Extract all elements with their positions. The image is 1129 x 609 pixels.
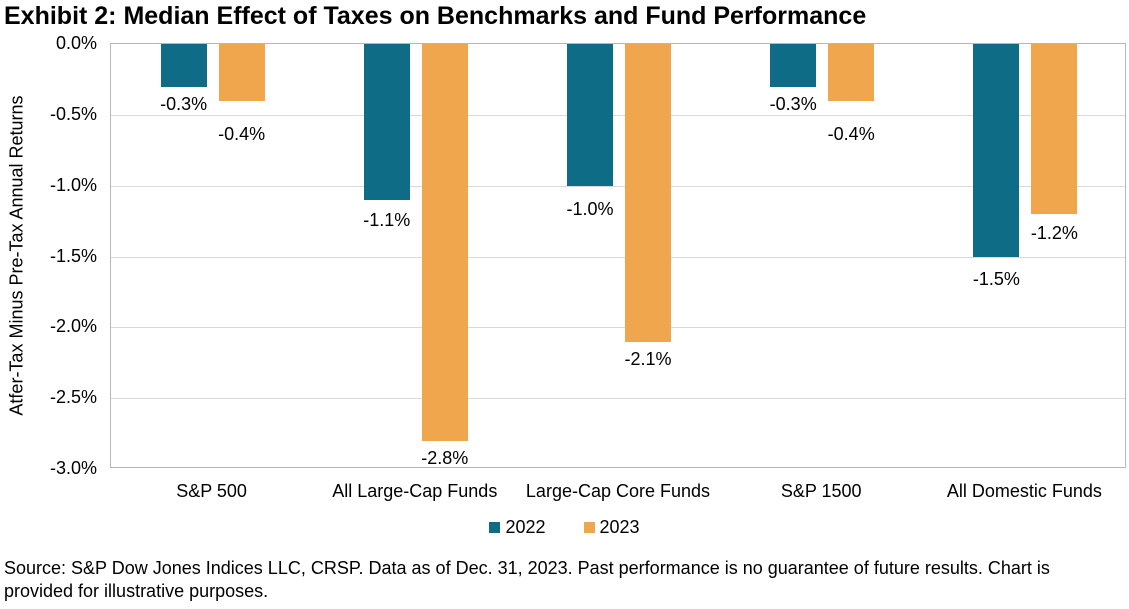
y-tick-label: -2.0% — [49, 316, 97, 337]
bar-2022-all-domestic-funds — [973, 44, 1020, 257]
bar-2022-s-p-1500 — [770, 44, 817, 87]
bar-2023-all-domestic-funds — [1031, 44, 1078, 214]
source-note-line1: Source: S&P Dow Jones Indices LLC, CRSP.… — [4, 558, 1050, 578]
gridline — [111, 185, 1125, 187]
gridline — [111, 398, 1125, 400]
y-tick-label: -1.5% — [49, 245, 97, 266]
bar-value-label: -1.1% — [363, 209, 411, 230]
bar-2022-s-p-500 — [160, 44, 207, 87]
y-tick-label: -0.5% — [49, 103, 97, 124]
bar-value-label: -1.5% — [972, 268, 1020, 289]
y-tick-label: -1.0% — [49, 174, 97, 195]
source-note-line2: provided for illustrative purposes. — [4, 581, 269, 601]
bar-value-label: -0.3% — [160, 93, 208, 114]
x-category-label: S&P 1500 — [780, 481, 862, 501]
legend: 2022 2023 — [0, 517, 1129, 538]
bar-value-label: -2.1% — [624, 348, 672, 369]
plot-area: -0.3% -1.1% -1.0% -0.3% -1.5% -0.4% -2.8% -2.1%… — [110, 43, 1126, 468]
gridline — [111, 256, 1125, 258]
y-tick-label: -3.0% — [49, 458, 97, 478]
y-tick-label: 0.0% — [55, 33, 97, 53]
x-category-label: All Large-Cap Funds — [332, 481, 498, 501]
gridline — [111, 114, 1125, 116]
bar-2023-large-cap-core-funds — [625, 44, 671, 342]
bar-value-label: -2.8% — [421, 447, 469, 468]
bar-2022-all-large-cap-funds — [363, 44, 410, 200]
bar-2023-s-p-1500 — [828, 44, 875, 101]
legend-label-2023: 2023 — [599, 517, 640, 537]
bar-value-label: -1.0% — [566, 198, 614, 219]
legend-swatch-2022 — [489, 522, 501, 533]
y-tick-label: -2.5% — [49, 387, 97, 408]
x-category-label: All Domestic Funds — [946, 481, 1102, 501]
bar-2023-all-large-cap-funds — [421, 44, 468, 441]
bar-value-label: -0.4% — [218, 123, 266, 144]
source-note: Source: S&P Dow Jones Indices LLC, CRSP.… — [4, 557, 1050, 603]
legend-item-2022: 2022 — [489, 517, 546, 538]
gridline — [111, 327, 1125, 329]
bar-2023-s-p-500 — [218, 44, 265, 101]
bar-value-label: -1.2% — [1030, 223, 1078, 243]
bar-value-label: -0.3% — [769, 93, 817, 114]
legend-swatch-2023 — [583, 522, 595, 533]
x-category-label: Large-Cap Core Funds — [525, 481, 711, 501]
legend-item-2023: 2023 — [583, 517, 640, 538]
x-category-label: S&P 500 — [176, 481, 247, 501]
chart-title: Exhibit 2: Median Effect of Taxes on Ben… — [4, 2, 867, 30]
bar-2022-large-cap-core-funds — [567, 44, 613, 186]
legend-label-2022: 2022 — [505, 517, 546, 537]
bar-value-label: -0.4% — [827, 123, 875, 144]
